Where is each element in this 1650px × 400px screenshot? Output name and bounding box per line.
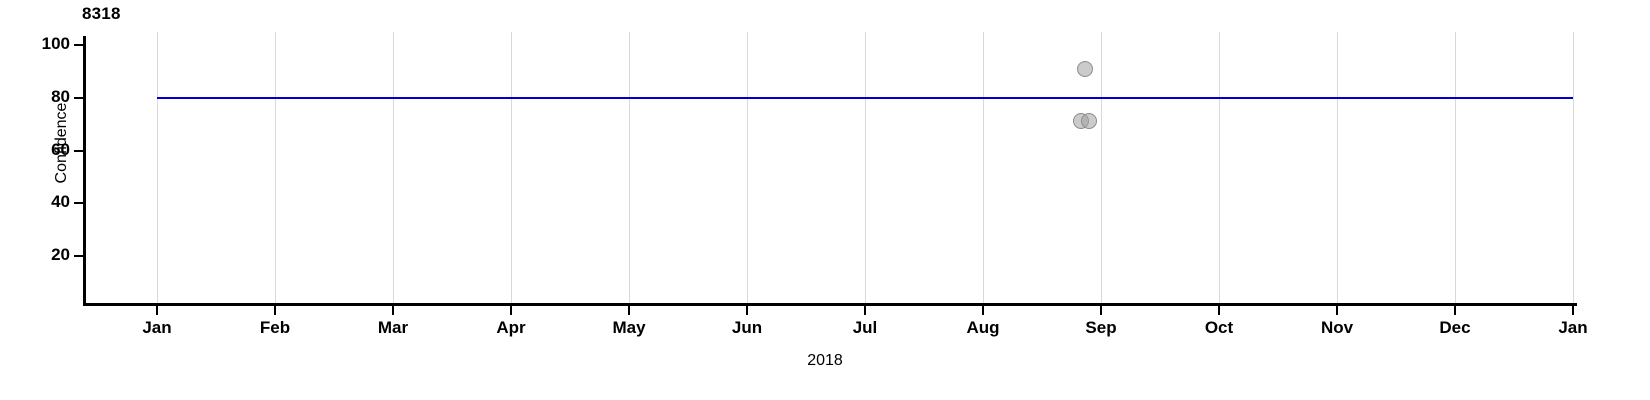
gridline-mar-2: [393, 32, 394, 304]
threshold-line: [157, 96, 1573, 99]
y-tick-40: [74, 202, 83, 205]
gridline-sep-8: [1101, 32, 1102, 304]
x-tick-0: [156, 306, 158, 315]
y-tick-label-20: 20: [51, 245, 70, 264]
x-tick-label-1: Feb: [259, 318, 291, 337]
x-tick-1: [274, 306, 276, 315]
x-tick-label-11: Dec: [1439, 318, 1471, 337]
x-tick-12: [1572, 306, 1574, 315]
x-tick-label-5: Jun: [731, 318, 763, 337]
plot-area: [86, 32, 1577, 304]
gridline-may-4: [629, 32, 630, 304]
x-tick-2: [392, 306, 394, 315]
chart-title: 8318: [82, 4, 121, 23]
x-tick-label-9: Oct: [1204, 318, 1234, 337]
x-tick-8: [1100, 306, 1102, 315]
x-tick-label-12: Jan: [1558, 318, 1588, 337]
x-tick-6: [864, 306, 866, 315]
gridline-jul-6: [865, 32, 866, 304]
x-tick-3: [510, 306, 512, 315]
y-tick-label-100: 100: [41, 34, 70, 53]
data-point[interactable]: [1077, 60, 1094, 77]
gridline-jun-5: [747, 32, 748, 304]
x-tick-11: [1454, 306, 1456, 315]
gridline-dec-11: [1455, 32, 1456, 304]
gridline-apr-3: [511, 32, 512, 304]
y-tick-60: [74, 149, 83, 152]
y-tick-label-60: 60: [51, 139, 70, 159]
gridline-jan-0: [157, 32, 158, 304]
gridline-nov-10: [1337, 32, 1338, 304]
y-axis-title: Confidence: [53, 102, 70, 184]
x-tick-label-7: Aug: [966, 318, 1000, 337]
y-tick-80: [74, 96, 83, 99]
x-tick-10: [1336, 306, 1338, 315]
x-tick-label-3: Apr: [496, 318, 526, 337]
x-tick-5: [746, 306, 748, 315]
y-tick-label-40: 40: [51, 192, 70, 212]
x-tick-label-10: Nov: [1320, 318, 1354, 337]
x-tick-9: [1218, 306, 1220, 315]
x-axis-title: 2018: [807, 352, 843, 369]
x-tick-label-0: Jan: [142, 318, 172, 337]
y-tick-20: [74, 255, 83, 257]
x-tick-label-8: Sep: [1085, 318, 1117, 337]
y-tick-label-80: 80: [51, 86, 70, 106]
gridline-feb-1: [275, 32, 276, 304]
y-axis-line: [83, 36, 86, 306]
x-tick-7: [982, 306, 984, 315]
x-tick-label-4: May: [612, 318, 646, 337]
x-axis-line: [83, 303, 1577, 306]
y-tick-100: [74, 44, 83, 46]
x-tick-label-6: Jul: [852, 318, 878, 337]
x-tick-label-2: Mar: [377, 318, 409, 337]
gridline-jan-12: [1573, 32, 1574, 304]
data-point[interactable]: [1081, 113, 1098, 130]
x-tick-4: [628, 306, 630, 315]
gridline-oct-9: [1219, 32, 1220, 304]
gridline-aug-7: [983, 32, 984, 304]
